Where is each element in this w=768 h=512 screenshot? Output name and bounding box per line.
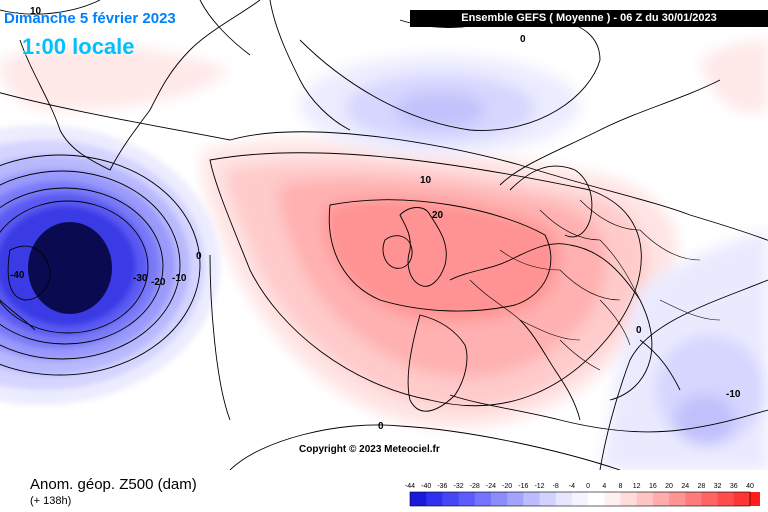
legend-tick-label: -8	[553, 483, 559, 490]
legend-swatch	[620, 492, 638, 506]
copyright-notice: Copyright © 2023 Meteociel.fr	[299, 444, 440, 455]
legend-swatch	[458, 492, 476, 506]
legend-swatch	[604, 492, 621, 506]
legend-swatch	[426, 492, 443, 506]
legend-swatch	[701, 492, 719, 506]
legend-swatch	[685, 492, 702, 506]
legend-swatch	[652, 492, 670, 506]
legend-tick-label: -16	[518, 483, 528, 490]
contour-label: 0	[636, 325, 642, 336]
legend-tick-label: -32	[454, 483, 464, 490]
legend-swatch	[733, 492, 751, 506]
legend-swatch	[410, 492, 427, 506]
legend-tick-label: 24	[681, 483, 689, 490]
contour-lines	[0, 0, 768, 470]
lead-time: (+ 138h)	[30, 495, 72, 507]
legend-swatch	[507, 492, 524, 506]
norwegian-sea-negative-field	[300, 55, 580, 155]
legend-tick-label: 12	[633, 483, 641, 490]
anomaly-map[interactable]: -40 -30 -20 -10 0 10 0 10 20 0 0 -10	[0, 0, 768, 470]
model-run-info: Ensemble GEFS ( Moyenne ) - 06 Z du 30/0…	[410, 10, 768, 27]
legend-tick-label: -44	[405, 483, 415, 490]
east-med-negative-field	[600, 230, 768, 470]
legend-tick-label: 0	[586, 483, 590, 490]
contour-label: 10	[30, 6, 42, 17]
legend-swatch	[523, 492, 541, 506]
map-footer: Anom. géop. Z500 (dam) (+ 138h) -44 -40 -3…	[0, 470, 768, 512]
contour-label: 0	[378, 421, 384, 432]
legend-border	[409, 491, 751, 507]
contour-label: -10	[172, 273, 187, 284]
contour-label: 20	[432, 210, 444, 221]
legend-swatch	[571, 492, 589, 506]
atlantic-low-core	[28, 222, 112, 314]
legend-tick-label: -12	[534, 483, 544, 490]
coastlines	[0, 0, 768, 433]
legend-swatch	[474, 492, 492, 506]
contour-label: 0	[196, 251, 202, 262]
legend-tick-label: -24	[486, 483, 496, 490]
legend-swatch	[588, 492, 605, 506]
contour-label: -40	[10, 270, 25, 281]
legend-swatch	[750, 492, 760, 506]
color-scale-legend: -44 -40 -36 -32 -28 -24 -20 -16 -12 -8 -4 0 4 8 12 16 20…	[405, 483, 760, 507]
legend-tick-label: 4	[602, 483, 606, 490]
legend-swatch	[490, 492, 508, 506]
forecast-local-time: 1:00 locale	[22, 34, 135, 59]
legend-swatch	[636, 492, 654, 506]
positive-anomaly-field	[0, 40, 768, 428]
contour-label: 10	[420, 175, 432, 186]
legend-swatch	[669, 492, 686, 506]
legend-tick-label: -28	[470, 483, 480, 490]
legend-tick-label: -36	[437, 483, 447, 490]
legend-tick-label: 8	[619, 483, 623, 490]
country-borders	[469, 199, 721, 371]
forecast-date: Dimanche 5 février 2023	[4, 10, 176, 27]
contour-label: -20	[151, 277, 166, 288]
legend-tick-label: 20	[665, 483, 673, 490]
legend-swatch	[555, 492, 573, 506]
legend-tick-label: 16	[649, 483, 657, 490]
legend-swatch	[539, 492, 557, 506]
legend-tick-label: 36	[730, 483, 738, 490]
contour-value-labels: -40 -30 -20 -10 0 10 0 10 20 0 0 -10	[10, 6, 741, 432]
contour-label: -10	[726, 389, 741, 400]
legend-tick-label: 40	[746, 483, 754, 490]
legend-swatch	[717, 492, 735, 506]
legend-tick-label: 28	[698, 483, 706, 490]
legend-tick-label: -20	[502, 483, 512, 490]
legend-tick-label: -40	[421, 483, 431, 490]
legend-tick-label: -4	[569, 483, 575, 490]
contour-label: 0	[520, 34, 526, 45]
variable-title: Anom. géop. Z500 (dam)	[30, 476, 197, 493]
legend-swatch	[442, 492, 460, 506]
contour-label: -30	[133, 273, 148, 284]
legend-tick-label: 32	[714, 483, 722, 490]
